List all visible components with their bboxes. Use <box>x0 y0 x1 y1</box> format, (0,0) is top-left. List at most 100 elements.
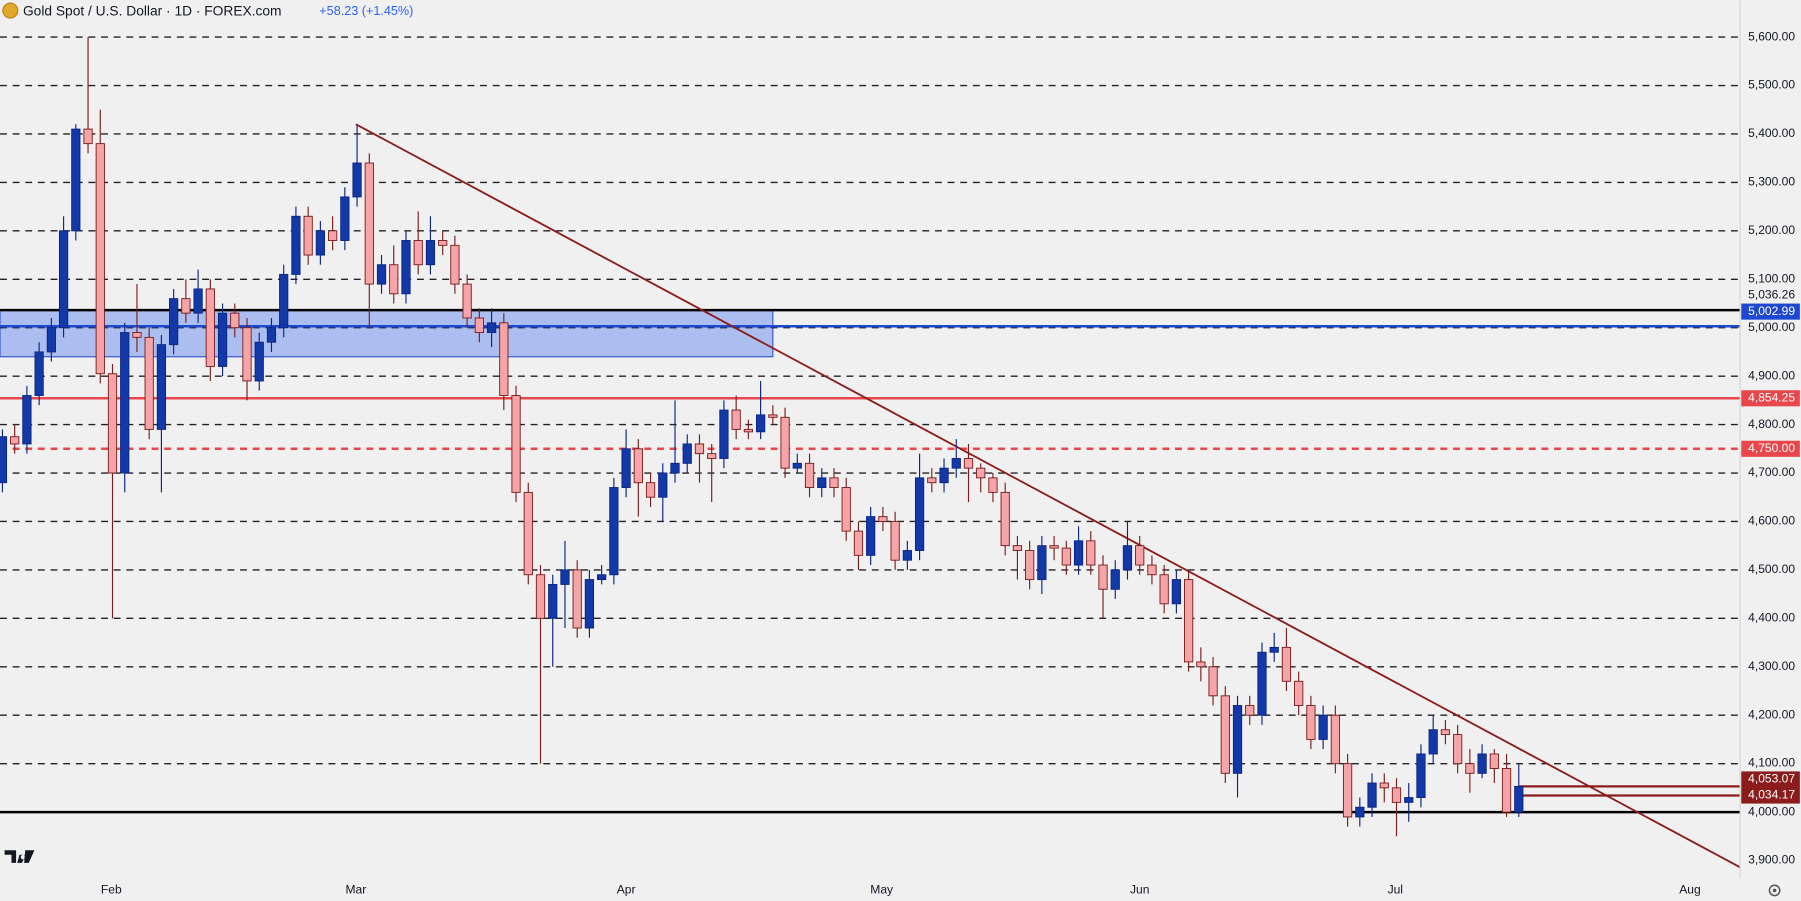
candle-body <box>988 477 998 493</box>
symbol-title: Gold Spot / U.S. Dollar · 1D · FOREX.com <box>23 3 282 18</box>
candle <box>462 274 472 328</box>
candle-body <box>682 443 692 464</box>
candle <box>1110 560 1120 599</box>
candle-body <box>902 550 912 561</box>
x-tick-label: May <box>870 883 893 897</box>
candle-body <box>1367 782 1377 808</box>
candle-body <box>1501 768 1512 813</box>
candle-body <box>878 516 888 522</box>
candle-body <box>1281 646 1292 682</box>
candle <box>1073 526 1084 575</box>
candle-body <box>548 583 558 619</box>
candle <box>193 269 203 323</box>
candle <box>1404 783 1414 822</box>
candle-body <box>327 230 338 241</box>
candle <box>340 187 350 251</box>
candle <box>303 206 313 265</box>
candle-body <box>462 283 472 319</box>
price-label: 4,750.00 <box>1741 440 1800 457</box>
price-label-box <box>1741 303 1800 320</box>
y-tick-label: 4,700.00 <box>1748 465 1795 479</box>
price-label: 4,854.25 <box>1741 390 1800 407</box>
candle <box>927 468 937 493</box>
candle <box>169 288 179 355</box>
candle <box>1086 531 1096 575</box>
candle <box>755 380 766 440</box>
candle-body <box>511 395 521 493</box>
y-tick-label: 5,300.00 <box>1748 175 1795 189</box>
candle <box>352 124 362 207</box>
candle <box>1440 720 1451 745</box>
candle <box>1232 695 1243 798</box>
candle-body <box>376 264 387 285</box>
settings-icon[interactable] <box>1768 884 1781 897</box>
candle <box>511 385 521 503</box>
y-tick-label: 5,200.00 <box>1748 223 1795 237</box>
candle-body <box>401 240 411 295</box>
x-tick-label: Feb <box>101 883 122 897</box>
candle <box>1245 695 1255 725</box>
candle-body <box>755 414 766 433</box>
candle <box>1514 763 1524 817</box>
price-label: 4,400.00 <box>1748 611 1795 625</box>
candle-body <box>71 128 81 232</box>
y-tick-label: 4,053.07 <box>1748 772 1795 786</box>
candle <box>327 216 338 251</box>
candle-body <box>1453 734 1463 765</box>
candle-body <box>609 487 619 576</box>
candle <box>1342 753 1353 827</box>
x-tick-label: Jun <box>1130 883 1149 897</box>
candle <box>58 216 69 338</box>
candle <box>853 521 864 570</box>
trendline <box>355 123 1741 869</box>
candle-body <box>1379 782 1389 789</box>
candle-body <box>22 395 32 445</box>
candle-body <box>976 467 986 479</box>
price-label: 4,034.17 <box>1741 787 1800 804</box>
candle-body <box>1208 666 1218 697</box>
price-label: 5,036.26 <box>1748 288 1795 302</box>
y-tick-label: 5,002.99 <box>1748 304 1795 318</box>
candle <box>1416 744 1426 808</box>
candle <box>1159 565 1169 614</box>
candle <box>217 303 228 377</box>
candle-body <box>1294 680 1304 706</box>
candle <box>890 511 900 570</box>
candle <box>548 574 558 667</box>
candle-body <box>841 487 851 532</box>
candle-body <box>486 322 497 333</box>
y-tick-label: 4,854.25 <box>1748 390 1795 404</box>
candle-body <box>768 414 778 418</box>
candle-body <box>1073 540 1084 566</box>
y-tick-label: 4,400.00 <box>1748 611 1795 625</box>
price-label: 4,600.00 <box>1748 514 1795 528</box>
candle-body <box>914 477 925 551</box>
y-tick-label: 3,900.00 <box>1748 853 1795 867</box>
candle-body <box>853 530 864 556</box>
candle <box>1281 628 1292 691</box>
candle-body <box>1477 753 1487 774</box>
price-label: 5,000.00 <box>1748 320 1795 334</box>
candle <box>1171 569 1182 614</box>
candle-body <box>1000 491 1010 547</box>
candle-body <box>560 569 570 585</box>
candle <box>1012 535 1023 580</box>
candle-body <box>1416 753 1426 799</box>
candle <box>1122 521 1133 580</box>
candle <box>792 453 802 474</box>
candle-body <box>1391 787 1402 803</box>
candle-body <box>1220 695 1230 774</box>
candle-body <box>120 332 130 474</box>
candle <box>1453 724 1463 774</box>
candle <box>633 439 643 517</box>
candle <box>963 443 974 503</box>
candle <box>1208 657 1218 706</box>
candle-body <box>1196 661 1206 668</box>
candle <box>499 313 509 411</box>
price-label: 5,100.00 <box>1748 271 1795 285</box>
candle-body <box>58 230 69 329</box>
candle-body <box>829 477 839 489</box>
price-label: 4,100.00 <box>1748 756 1795 770</box>
candle-body <box>413 240 423 266</box>
